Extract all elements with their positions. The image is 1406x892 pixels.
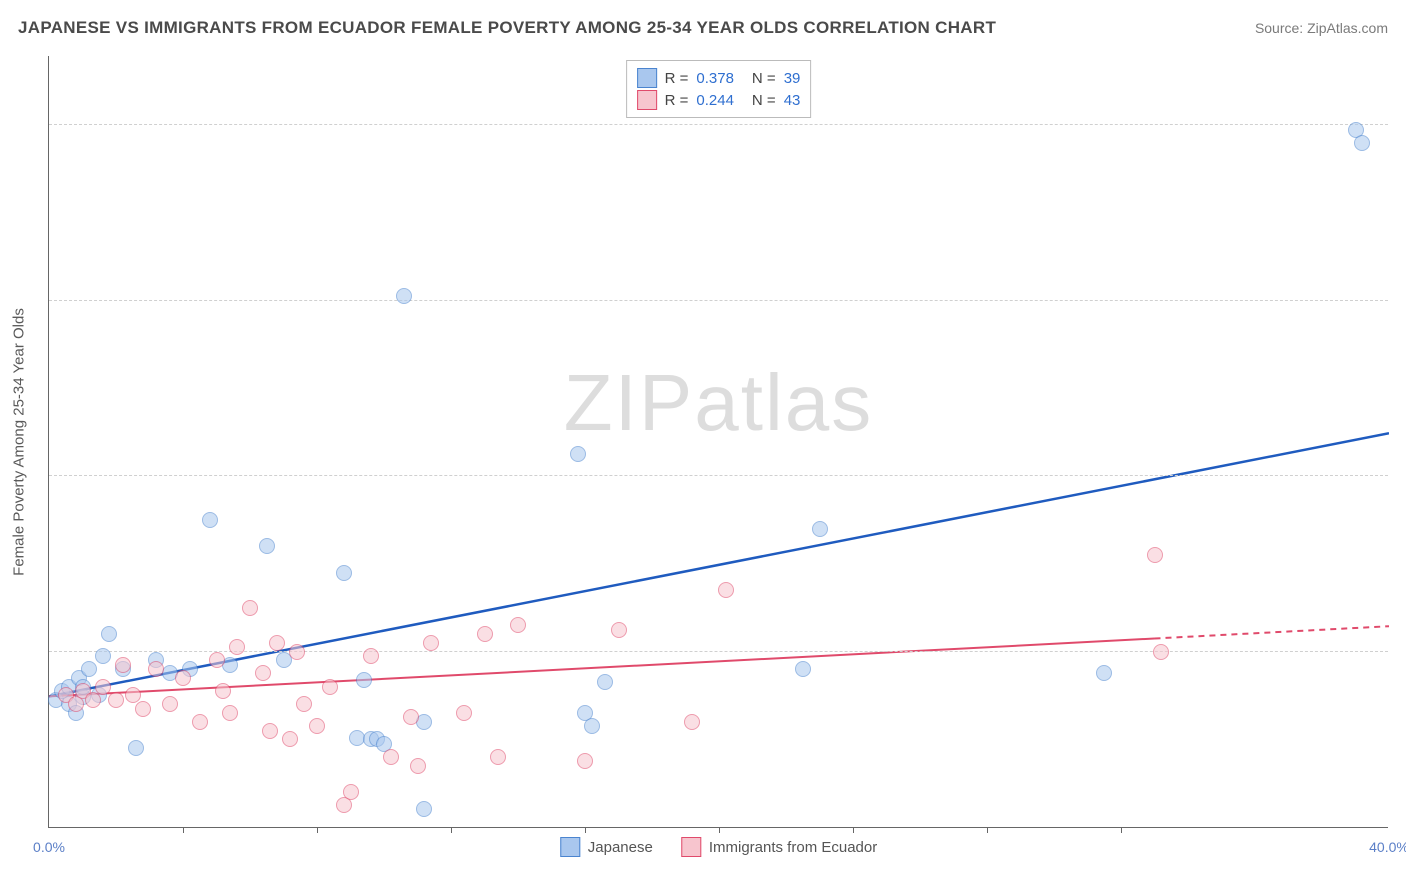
data-point-ecuador [611, 622, 627, 638]
data-point-ecuador [684, 714, 700, 730]
data-point-ecuador [296, 696, 312, 712]
data-point-ecuador [108, 692, 124, 708]
data-point-ecuador [1147, 547, 1163, 563]
correlation-legend-row-japanese: R = 0.378 N = 39 [637, 67, 801, 89]
data-point-ecuador [255, 665, 271, 681]
data-point-ecuador [175, 670, 191, 686]
series-legend-item-japanese: Japanese [560, 837, 653, 857]
data-point-japanese [812, 521, 828, 537]
data-point-ecuador [510, 617, 526, 633]
data-point-ecuador [383, 749, 399, 765]
data-point-ecuador [363, 648, 379, 664]
correlation-legend: R = 0.378 N = 39 R = 0.244 N = 43 [626, 60, 812, 118]
data-point-japanese [95, 648, 111, 664]
gridline-h [49, 124, 1388, 125]
data-point-ecuador [477, 626, 493, 642]
data-point-ecuador [115, 657, 131, 673]
data-point-japanese [336, 565, 352, 581]
data-point-ecuador [215, 683, 231, 699]
data-point-ecuador [269, 635, 285, 651]
data-point-ecuador [577, 753, 593, 769]
correlation-legend-row-ecuador: R = 0.244 N = 43 [637, 89, 801, 111]
data-point-japanese [416, 801, 432, 817]
gridline-h [49, 475, 1388, 476]
data-point-ecuador [343, 784, 359, 800]
chart-title: JAPANESE VS IMMIGRANTS FROM ECUADOR FEMA… [18, 18, 996, 38]
data-point-ecuador [403, 709, 419, 725]
legend-swatch-ecuador [681, 837, 701, 857]
data-point-ecuador [192, 714, 208, 730]
x-minor-tick [719, 827, 720, 833]
data-point-ecuador [289, 644, 305, 660]
legend-N-label: N = [752, 92, 776, 109]
x-minor-tick [451, 827, 452, 833]
data-point-ecuador [135, 701, 151, 717]
data-point-ecuador [423, 635, 439, 651]
x-tick-label: 40.0% [1369, 839, 1406, 855]
x-minor-tick [1121, 827, 1122, 833]
data-point-japanese [81, 661, 97, 677]
data-point-ecuador [262, 723, 278, 739]
data-point-ecuador [322, 679, 338, 695]
data-point-japanese [202, 512, 218, 528]
data-point-ecuador [456, 705, 472, 721]
source-attribution: Source: ZipAtlas.com [1255, 20, 1388, 36]
legend-R-label: R = [665, 92, 689, 109]
x-tick-label: 0.0% [33, 839, 65, 855]
data-point-ecuador [718, 582, 734, 598]
legend-swatch-japanese [560, 837, 580, 857]
data-point-japanese [396, 288, 412, 304]
data-point-japanese [1096, 665, 1112, 681]
gridline-h [49, 300, 1388, 301]
series-legend-label-ecuador: Immigrants from Ecuador [709, 839, 877, 856]
chart-header: JAPANESE VS IMMIGRANTS FROM ECUADOR FEMA… [18, 18, 1388, 38]
y-axis-title: Female Poverty Among 25-34 Year Olds [11, 308, 28, 576]
x-minor-tick [183, 827, 184, 833]
series-legend-item-ecuador: Immigrants from Ecuador [681, 837, 877, 857]
data-point-japanese [1354, 135, 1370, 151]
data-point-japanese [259, 538, 275, 554]
data-point-ecuador [282, 731, 298, 747]
data-point-ecuador [85, 692, 101, 708]
data-point-ecuador [410, 758, 426, 774]
data-point-japanese [597, 674, 613, 690]
data-point-ecuador [209, 652, 225, 668]
legend-N-value-japanese: 39 [784, 70, 801, 87]
data-point-japanese [584, 718, 600, 734]
data-point-japanese [101, 626, 117, 642]
series-legend: Japanese Immigrants from Ecuador [560, 837, 877, 857]
data-point-japanese [356, 672, 372, 688]
legend-N-value-ecuador: 43 [784, 92, 801, 109]
gridline-h [49, 651, 1388, 652]
legend-N-label: N = [752, 70, 776, 87]
trend-lines-layer [49, 56, 1389, 828]
x-minor-tick [987, 827, 988, 833]
scatter-plot: Female Poverty Among 25-34 Year Olds ZIP… [48, 56, 1388, 828]
x-minor-tick [853, 827, 854, 833]
data-point-ecuador [490, 749, 506, 765]
trend-line-ecuador-dashed [1155, 626, 1390, 638]
legend-swatch-japanese [637, 68, 657, 88]
x-minor-tick [585, 827, 586, 833]
data-point-japanese [570, 446, 586, 462]
data-point-ecuador [95, 679, 111, 695]
x-minor-tick [317, 827, 318, 833]
trend-line-japanese [49, 433, 1389, 696]
legend-R-label: R = [665, 70, 689, 87]
series-legend-label-japanese: Japanese [588, 839, 653, 856]
data-point-ecuador [242, 600, 258, 616]
data-point-ecuador [162, 696, 178, 712]
data-point-ecuador [148, 661, 164, 677]
data-point-japanese [128, 740, 144, 756]
data-point-japanese [795, 661, 811, 677]
legend-swatch-ecuador [637, 90, 657, 110]
data-point-ecuador [309, 718, 325, 734]
legend-R-value-ecuador: 0.244 [696, 92, 734, 109]
data-point-ecuador [222, 705, 238, 721]
data-point-ecuador [229, 639, 245, 655]
data-point-ecuador [1153, 644, 1169, 660]
legend-R-value-japanese: 0.378 [696, 70, 734, 87]
